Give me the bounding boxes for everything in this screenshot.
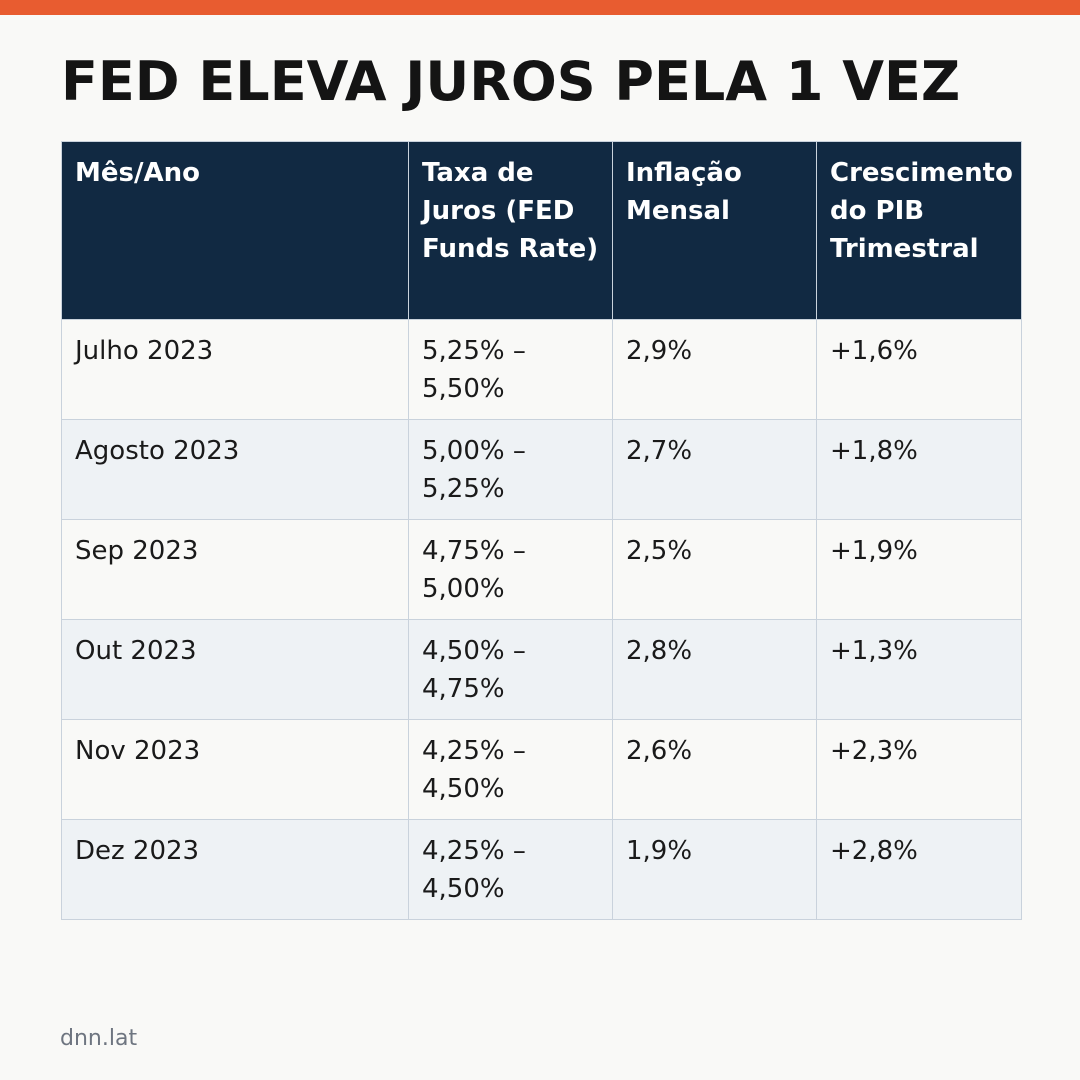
cell-gdp: +1,3% <box>816 619 1022 720</box>
cell-month: Agosto 2023 <box>61 419 409 520</box>
rate-low: 4,25% – <box>422 836 526 866</box>
cell-inflation: 2,5% <box>612 519 817 620</box>
table-header-row: Mês/Ano Taxa de Juros (FED Funds Rate) I… <box>61 141 1022 320</box>
rate-low: 5,25% – <box>422 336 526 366</box>
cell-rate: 5,25% – 5,50% <box>408 319 613 420</box>
cell-gdp: +2,8% <box>816 819 1022 920</box>
table-row: Sep 2023 4,75% – 5,00% 2,5% +1,9% <box>61 519 1022 620</box>
source-label: dnn.lat <box>60 1026 138 1051</box>
header-month-year: Mês/Ano <box>61 141 409 320</box>
header-gdp-growth: Crescimento do PIB Trimestral <box>816 141 1022 320</box>
accent-bar <box>0 0 1080 15</box>
data-table: Mês/Ano Taxa de Juros (FED Funds Rate) I… <box>61 141 1022 920</box>
table-row: Out 2023 4,50% – 4,75% 2,8% +1,3% <box>61 619 1022 720</box>
cell-month: Sep 2023 <box>61 519 409 620</box>
table-row: Nov 2023 4,25% – 4,50% 2,6% +2,3% <box>61 719 1022 820</box>
cell-gdp: +1,6% <box>816 319 1022 420</box>
cell-rate: 4,75% – 5,00% <box>408 519 613 620</box>
rate-low: 4,25% – <box>422 736 526 766</box>
table-row: Julho 2023 5,25% – 5,50% 2,9% +1,6% <box>61 319 1022 420</box>
rate-low: 4,75% – <box>422 536 526 566</box>
cell-rate: 4,25% – 4,50% <box>408 719 613 820</box>
cell-month: Dez 2023 <box>61 819 409 920</box>
cell-inflation: 2,6% <box>612 719 817 820</box>
header-monthly-inflation: Inflação Mensal <box>612 141 817 320</box>
cell-rate: 5,00% – 5,25% <box>408 419 613 520</box>
headline: FED ELEVA JUROS PELA 1 VEZ <box>61 50 961 113</box>
cell-rate: 4,50% – 4,75% <box>408 619 613 720</box>
cell-inflation: 2,8% <box>612 619 817 720</box>
cell-gdp: +2,3% <box>816 719 1022 820</box>
rate-high: 4,50% <box>422 774 505 804</box>
table-row: Dez 2023 4,25% – 4,50% 1,9% +2,8% <box>61 819 1022 920</box>
cell-month: Julho 2023 <box>61 319 409 420</box>
table-row: Agosto 2023 5,00% – 5,25% 2,7% +1,8% <box>61 419 1022 520</box>
cell-rate: 4,25% – 4,50% <box>408 819 613 920</box>
cell-inflation: 2,7% <box>612 419 817 520</box>
rate-high: 5,50% <box>422 374 505 404</box>
rate-high: 4,75% <box>422 674 505 704</box>
rate-low: 4,50% – <box>422 636 526 666</box>
cell-gdp: +1,8% <box>816 419 1022 520</box>
rate-low: 5,00% – <box>422 436 526 466</box>
cell-inflation: 2,9% <box>612 319 817 420</box>
cell-inflation: 1,9% <box>612 819 817 920</box>
rate-high: 5,25% <box>422 474 505 504</box>
rate-high: 4,50% <box>422 874 505 904</box>
cell-month: Nov 2023 <box>61 719 409 820</box>
cell-gdp: +1,9% <box>816 519 1022 620</box>
cell-month: Out 2023 <box>61 619 409 720</box>
header-interest-rate: Taxa de Juros (FED Funds Rate) <box>408 141 613 320</box>
rate-high: 5,00% <box>422 574 505 604</box>
